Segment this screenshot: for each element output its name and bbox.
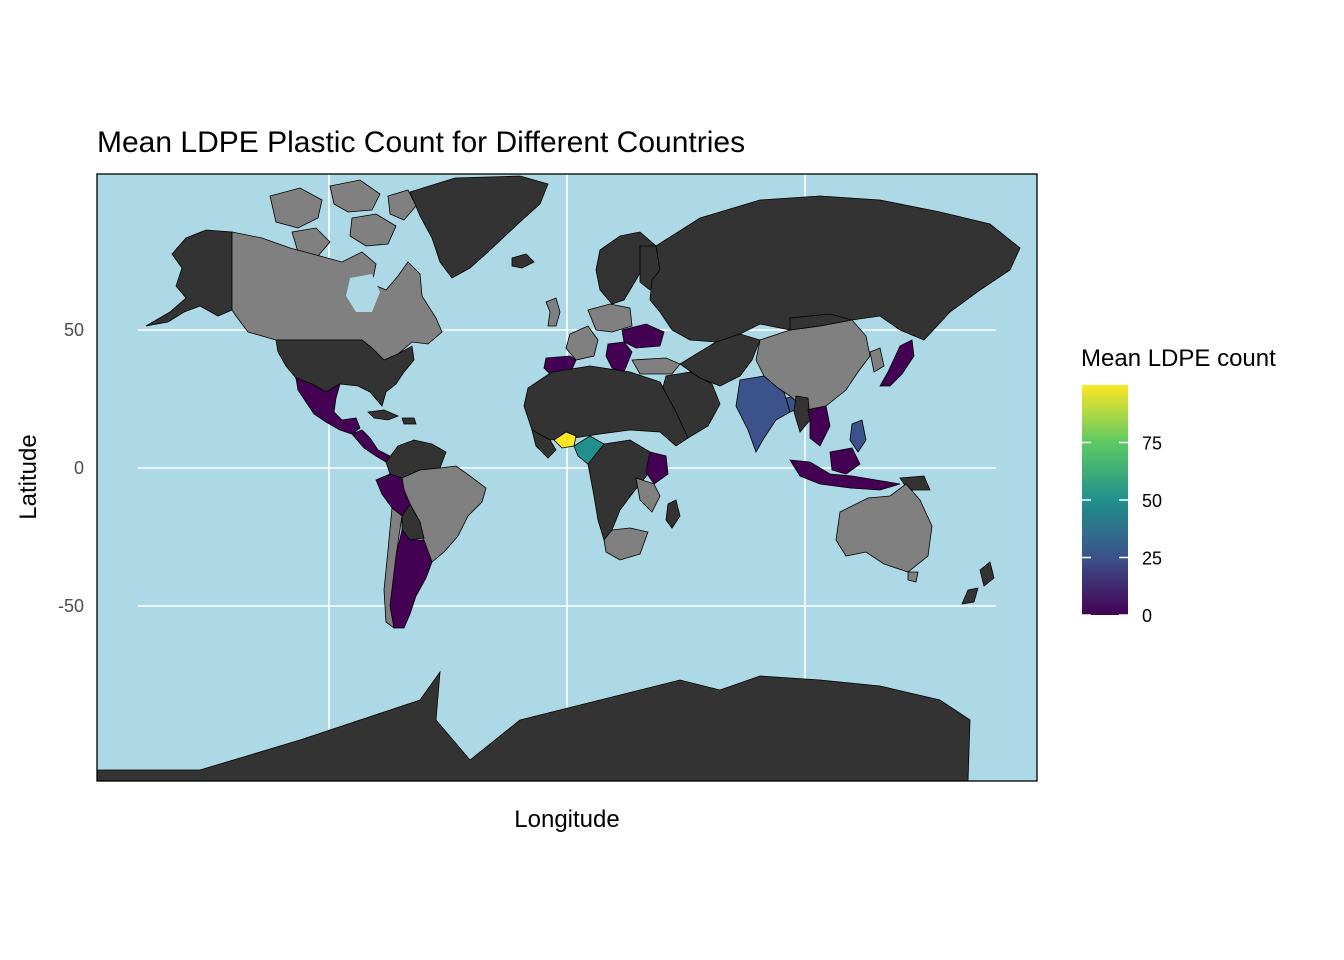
country-central-africa bbox=[587, 439, 651, 541]
country-madagascar bbox=[665, 499, 681, 529]
country-germany-poland bbox=[587, 303, 633, 333]
country-mexico bbox=[295, 377, 361, 435]
country-kenya bbox=[645, 451, 669, 485]
country-uk bbox=[545, 297, 561, 327]
y-axis-title: Latitude bbox=[15, 434, 42, 519]
country-australia bbox=[835, 483, 933, 573]
country-nigeria bbox=[553, 431, 577, 449]
legend-ticks: 0 25 50 75 bbox=[1082, 434, 1162, 626]
y-tick-label-minus-50: -50 bbox=[58, 596, 84, 616]
hudson-bay bbox=[346, 274, 380, 312]
country-west-africa bbox=[531, 429, 557, 459]
country-korea bbox=[869, 347, 885, 373]
y-tick-label-0: 0 bbox=[74, 458, 84, 478]
country-chile bbox=[383, 507, 403, 629]
country-indonesia bbox=[789, 459, 901, 491]
country-usa-alaska bbox=[145, 229, 233, 327]
country-borneo bbox=[829, 447, 861, 475]
legend-tick-label-25: 25 bbox=[1142, 549, 1162, 569]
country-myanmar bbox=[793, 395, 811, 433]
country-greenland bbox=[409, 175, 549, 279]
legend-title: Mean LDPE count bbox=[1081, 345, 1276, 372]
country-hispaniola bbox=[401, 417, 417, 425]
x-axis-title: Longitude bbox=[514, 806, 619, 833]
chart-title: Mean LDPE Plastic Count for Different Co… bbox=[97, 126, 745, 159]
legend-tick-label-50: 50 bbox=[1142, 491, 1162, 511]
country-mongolia bbox=[789, 313, 853, 331]
country-new-zealand bbox=[961, 561, 995, 605]
country-south-africa bbox=[603, 527, 649, 561]
country-russia bbox=[649, 195, 1021, 343]
country-cuba bbox=[367, 409, 400, 421]
legend: Mean LDPE count 0 25 50 75 bbox=[1081, 345, 1276, 626]
y-tick-label-50: 50 bbox=[64, 320, 84, 340]
country-turkey bbox=[631, 357, 681, 375]
country-tanzania-mozambique bbox=[635, 477, 661, 513]
country-iceland bbox=[511, 253, 535, 269]
country-japan bbox=[879, 339, 915, 387]
country-philippines bbox=[849, 419, 867, 453]
land-layer bbox=[97, 175, 1021, 781]
legend-tick-label-75: 75 bbox=[1142, 434, 1162, 454]
antarctica bbox=[97, 670, 971, 781]
country-iran-central-asia bbox=[679, 333, 761, 387]
legend-tick-label-0: 0 bbox=[1142, 606, 1152, 626]
country-tasmania bbox=[907, 571, 919, 583]
country-thailand-vietnam bbox=[807, 405, 831, 447]
panel-border bbox=[96, 173, 1038, 782]
country-canada-islands bbox=[269, 179, 417, 257]
country-france bbox=[565, 325, 599, 361]
